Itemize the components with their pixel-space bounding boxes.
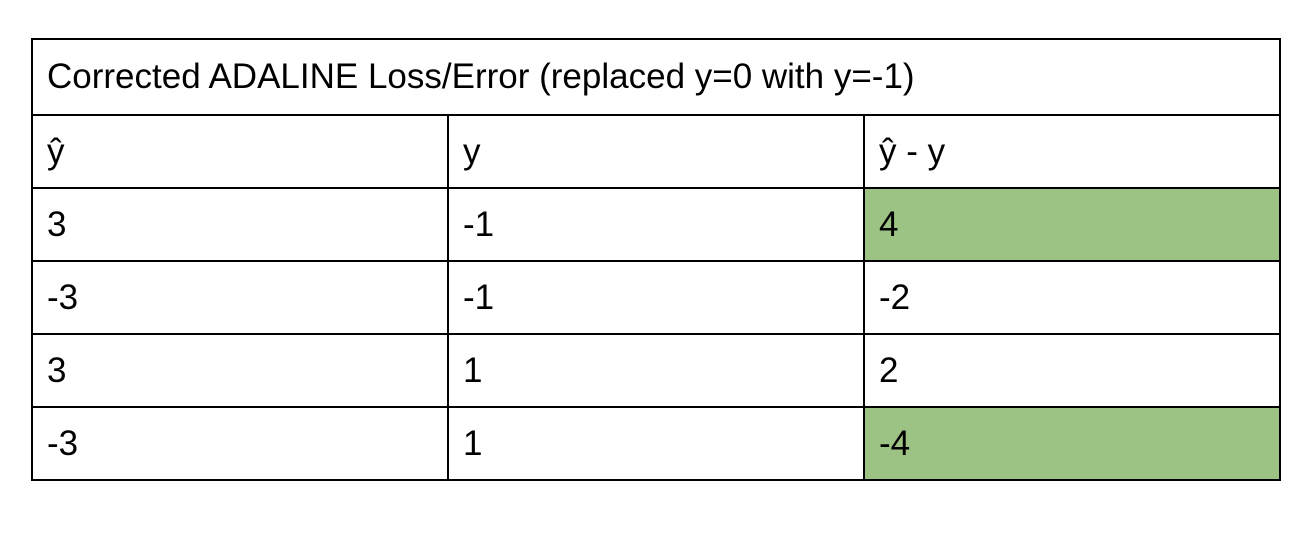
- cell-y-hat[interactable]: -3: [31, 406, 449, 481]
- cell-y[interactable]: 1: [447, 406, 865, 481]
- table-row: -3 -1 -2: [31, 260, 1281, 335]
- table-title[interactable]: Corrected ADALINE Loss/Error (replaced y…: [31, 38, 1281, 116]
- table-header-row: ŷ y ŷ - y: [31, 114, 1281, 189]
- table-title-row: Corrected ADALINE Loss/Error (replaced y…: [31, 38, 1281, 116]
- header-y[interactable]: y: [447, 114, 865, 189]
- adaline-loss-table: Corrected ADALINE Loss/Error (replaced y…: [31, 38, 1281, 481]
- cell-y[interactable]: -1: [447, 260, 865, 335]
- cell-y-hat[interactable]: 3: [31, 187, 449, 262]
- loss-table-container: Corrected ADALINE Loss/Error (replaced y…: [31, 38, 1281, 481]
- header-y-hat[interactable]: ŷ: [31, 114, 449, 189]
- header-difference[interactable]: ŷ - y: [863, 114, 1281, 189]
- cell-y[interactable]: -1: [447, 187, 865, 262]
- table-row: 3 1 2: [31, 333, 1281, 408]
- table-row: -3 1 -4: [31, 406, 1281, 481]
- cell-difference[interactable]: -4: [863, 406, 1281, 481]
- cell-difference[interactable]: 2: [863, 333, 1281, 408]
- cell-difference[interactable]: -2: [863, 260, 1281, 335]
- cell-y-hat[interactable]: -3: [31, 260, 449, 335]
- cell-y[interactable]: 1: [447, 333, 865, 408]
- cell-y-hat[interactable]: 3: [31, 333, 449, 408]
- cell-difference[interactable]: 4: [863, 187, 1281, 262]
- table-row: 3 -1 4: [31, 187, 1281, 262]
